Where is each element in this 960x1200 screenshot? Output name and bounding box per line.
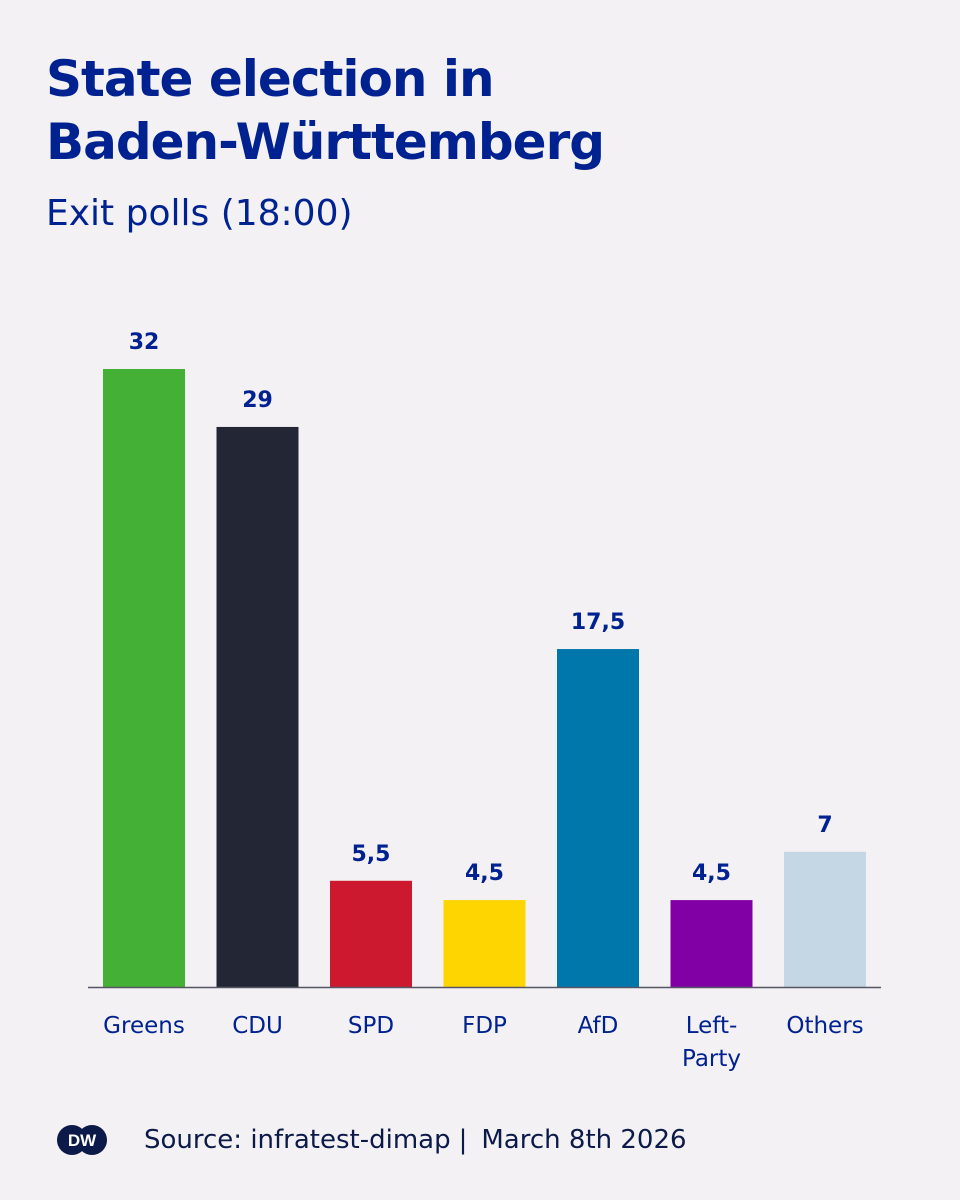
bar-greens	[103, 369, 185, 987]
chart-title: State election in Baden-Württemberg	[46, 48, 605, 174]
category-label-spd: SPD	[348, 1013, 394, 1039]
dw-logo-icon: DW	[57, 1125, 107, 1155]
category-label-fdp: FDP	[462, 1013, 507, 1039]
data-label-cdu: 29	[242, 388, 273, 413]
bar-spd	[330, 880, 412, 987]
category-label-others: Others	[786, 1013, 863, 1039]
bar-chart: 32 Greens 29 CDU 5,5 SPD 4,5 FDP 17,5 AfD 4,5 Left-…	[88, 330, 881, 1072]
data-label-left-party: 4,5	[692, 861, 731, 886]
data-label-spd: 5,5	[352, 842, 391, 867]
source-date: March 8th 2026	[481, 1125, 687, 1155]
bar-afd	[557, 649, 639, 987]
category-label-greens: Greens	[103, 1013, 185, 1039]
category-label-left-party-line2: Party	[682, 1046, 741, 1072]
data-label-afd: 17,5	[571, 610, 625, 635]
source-line: Source: infratest-dimap | March 8th 2026	[144, 1125, 687, 1155]
bar-cdu	[216, 426, 299, 987]
bar-others	[784, 851, 866, 987]
source-text: Source: infratest-dimap	[144, 1125, 451, 1155]
bar-fdp	[443, 900, 526, 987]
bar-left-party	[670, 900, 753, 987]
data-label-fdp: 4,5	[465, 861, 504, 886]
category-label-cdu: CDU	[232, 1013, 283, 1039]
chart-title-line-1: State election in	[46, 50, 495, 108]
dw-logo-text: DW	[68, 1131, 97, 1150]
data-label-greens: 32	[129, 330, 160, 355]
data-label-others: 7	[817, 813, 832, 838]
chart-subtitle: Exit polls (18:00)	[46, 193, 353, 234]
chart-title-line-2: Baden-Württemberg	[46, 113, 605, 171]
category-label-afd: AfD	[578, 1013, 619, 1039]
category-label-left-party: Left-	[686, 1013, 738, 1039]
footer: DW Source: infratest-dimap | March 8th 202…	[54, 1118, 687, 1162]
source-separator: |	[458, 1125, 468, 1155]
